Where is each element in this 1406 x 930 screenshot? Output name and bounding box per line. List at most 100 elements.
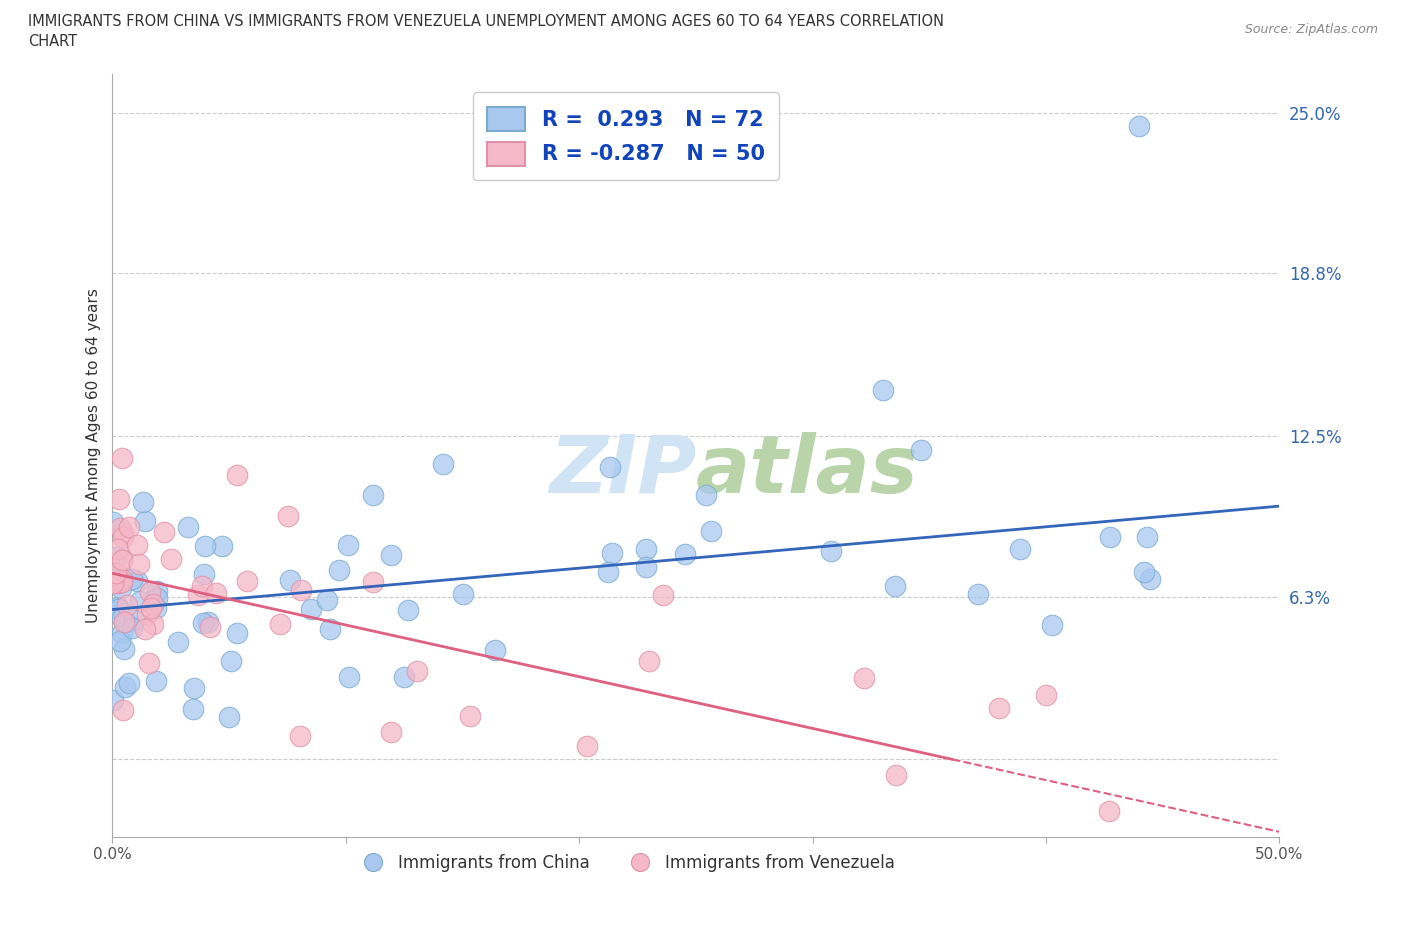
Point: [110, 580, 132, 595]
Point: [484, 643, 506, 658]
Text: Source: ZipAtlas.com: Source: ZipAtlas.com: [1244, 23, 1378, 36]
Point: [269, 617, 291, 631]
Point: [115, 615, 138, 630]
Text: ZIP: ZIP: [548, 432, 696, 510]
Point: [145, 601, 167, 616]
Point: [107, 602, 129, 617]
Point: [1097, 804, 1119, 818]
Point: [599, 459, 621, 474]
Point: [392, 670, 415, 684]
Point: [361, 575, 384, 590]
Point: [122, 613, 145, 628]
Point: [153, 525, 176, 539]
Point: [451, 587, 474, 602]
Point: [111, 551, 134, 566]
Point: [145, 673, 167, 688]
Point: [596, 565, 619, 580]
Point: [114, 680, 136, 695]
Point: [337, 670, 360, 684]
Point: [160, 551, 183, 566]
Point: [328, 562, 350, 577]
Point: [872, 382, 894, 397]
Point: [142, 596, 165, 611]
Point: [139, 601, 162, 616]
Point: [280, 572, 302, 587]
Point: [1132, 565, 1154, 580]
Point: [319, 621, 342, 636]
Point: [115, 598, 138, 613]
Point: [236, 574, 259, 589]
Point: [125, 538, 148, 552]
Point: [136, 606, 159, 621]
Point: [134, 622, 156, 637]
Point: [110, 625, 132, 640]
Point: [118, 675, 141, 690]
Point: [288, 729, 311, 744]
Point: [636, 560, 658, 575]
Point: [396, 603, 419, 618]
Point: [299, 602, 322, 617]
Point: [118, 519, 141, 534]
Point: [145, 584, 167, 599]
Point: [820, 543, 842, 558]
Point: [1035, 687, 1057, 702]
Point: [226, 625, 249, 640]
Point: [111, 525, 134, 540]
Point: [107, 575, 129, 590]
Point: [110, 633, 132, 648]
Point: [198, 620, 221, 635]
Point: [988, 700, 1011, 715]
Point: [575, 738, 598, 753]
Point: [104, 565, 127, 580]
Point: [187, 588, 209, 603]
Point: [107, 600, 129, 615]
Point: [336, 538, 359, 552]
Point: [673, 546, 696, 561]
Point: [1040, 618, 1063, 632]
Point: [167, 634, 190, 649]
Point: [225, 468, 247, 483]
Point: [1128, 119, 1150, 134]
Point: [634, 542, 657, 557]
Point: [181, 701, 204, 716]
Text: CHART: CHART: [28, 34, 77, 49]
Point: [138, 656, 160, 671]
Point: [138, 585, 160, 600]
Point: [967, 587, 990, 602]
Point: [107, 492, 129, 507]
Point: [112, 615, 135, 630]
Text: IMMIGRANTS FROM CHINA VS IMMIGRANTS FROM VENEZUELA UNEMPLOYMENT AMONG AGES 60 TO: IMMIGRANTS FROM CHINA VS IMMIGRANTS FROM…: [28, 14, 943, 29]
Point: [651, 588, 673, 603]
Point: [128, 557, 150, 572]
Point: [103, 514, 125, 529]
Point: [277, 508, 299, 523]
Point: [103, 693, 125, 708]
Point: [127, 574, 149, 589]
Point: [112, 642, 135, 657]
Point: [142, 617, 165, 631]
Point: [1010, 541, 1032, 556]
Point: [194, 538, 217, 553]
Point: [211, 538, 233, 553]
Point: [218, 710, 240, 724]
Point: [700, 523, 723, 538]
Point: [380, 548, 402, 563]
Text: atlas: atlas: [696, 432, 918, 510]
Point: [104, 550, 127, 565]
Legend: Immigrants from China, Immigrants from Venezuela: Immigrants from China, Immigrants from V…: [350, 847, 901, 878]
Point: [1098, 529, 1121, 544]
Point: [110, 451, 132, 466]
Point: [910, 443, 932, 458]
Point: [183, 680, 205, 695]
Point: [191, 578, 214, 593]
Point: [380, 724, 402, 739]
Point: [107, 541, 129, 556]
Point: [361, 487, 384, 502]
Point: [177, 520, 200, 535]
Point: [600, 546, 623, 561]
Point: [1136, 529, 1159, 544]
Point: [290, 583, 312, 598]
Point: [695, 487, 717, 502]
Point: [110, 572, 132, 587]
Point: [111, 575, 134, 590]
